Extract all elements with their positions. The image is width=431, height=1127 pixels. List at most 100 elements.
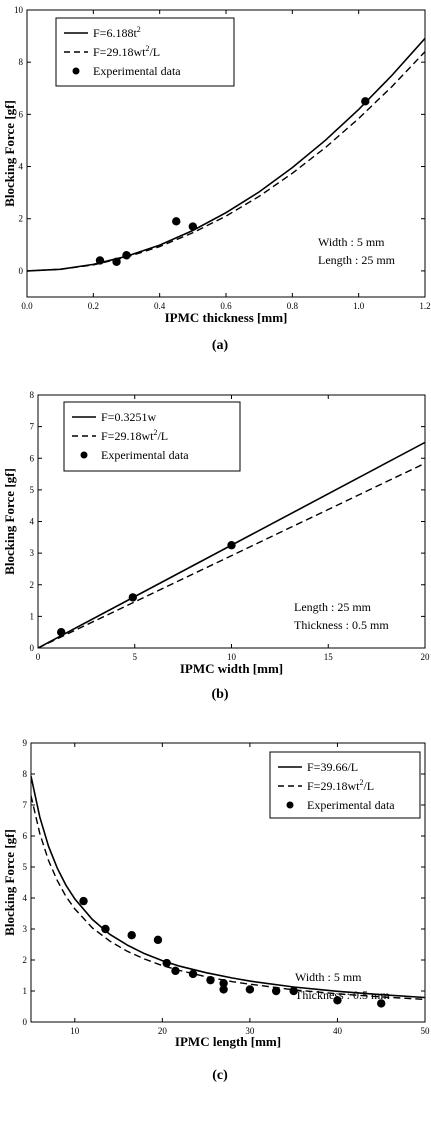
chart-a-y-tick-label: 4	[19, 162, 24, 172]
chart-a-y-tick-label: 2	[19, 214, 24, 224]
chart-b-y-tick-label: 5	[30, 485, 35, 495]
chart-c-data-point	[289, 986, 298, 996]
chart-c-y-tick-label: 6	[23, 831, 28, 841]
chart-c-x-tick-label: 40	[333, 1026, 343, 1036]
chart-c-data-point	[79, 896, 88, 906]
chart-c-x-tick-label: 20	[158, 1026, 168, 1036]
chart-a-data-point	[361, 97, 370, 106]
chart-c-x-tick-label: 50	[421, 1026, 431, 1036]
chart-b-x-tick-label: 5	[133, 652, 138, 662]
chart-a-legend-superscript: 2	[145, 44, 149, 53]
chart-a-x-tick-label: 0.8	[287, 301, 299, 311]
chart-c-data-point	[101, 924, 110, 934]
chart-a-x-tick-label: 0.2	[88, 301, 99, 311]
chart-c-legend-marker	[286, 801, 294, 809]
chart-a-y-tick-label: 8	[19, 57, 24, 67]
chart-c-data-point	[171, 966, 180, 976]
chart-b-data-point	[57, 627, 66, 637]
chart-c-data-point	[219, 979, 228, 988]
chart-c-plot-frame	[30, 742, 426, 1023]
chart-c-legend-suffix: /L	[363, 779, 374, 793]
chart-a-y-tick-label: 6	[19, 109, 24, 119]
chart-c-y-tick-label: 3	[23, 924, 28, 934]
chart-b-panel-label: (b)	[211, 687, 228, 702]
chart-b: 0 5 10 15 20 0 1 2 3 4 5 6 7 8 IPMC width [mm] Blocking…	[2, 390, 430, 702]
chart-a-legend-suffix: /L	[149, 45, 160, 59]
chart-b-y-tick-label: 8	[30, 390, 35, 400]
chart-a: 0.0 0.2 0.4 0.6 0.8 1.0 1.2 0 2 4 6 8 10 IPMC thickne…	[2, 5, 431, 353]
chart-a-data-point	[172, 217, 181, 226]
chart-c-annotation: Thickness : 0.5 mm	[295, 988, 390, 1002]
chart-c-series-dashed-line	[31, 795, 425, 1001]
chart-b-legend-text: Experimental data	[101, 448, 189, 462]
chart-b-x-tick-label: 15	[324, 652, 334, 662]
chart-c-y-tick-label: 0	[23, 1017, 28, 1027]
chart-b-y-axis-label: Blocking Force [gf]	[2, 468, 17, 575]
chart-c-legend-superscript: 2	[359, 778, 363, 787]
chart-c-data-point	[206, 975, 215, 985]
chart-c-x-tick-label: 10	[70, 1026, 80, 1036]
chart-b-y-tick-label: 1	[30, 611, 35, 621]
chart-c-legend-text: Experimental data	[307, 798, 395, 812]
chart-b-legend-marker	[80, 451, 88, 459]
chart-a-legend-label: F=29.18wt2/L	[93, 44, 160, 59]
chart-b-legend-suffix: /L	[157, 429, 168, 443]
chart-a-data-point	[188, 222, 198, 231]
chart-c-y-tick-label: 7	[23, 800, 28, 810]
chart-b-legend-superscript: 2	[153, 428, 157, 437]
chart-c-x-axis-label: IPMC length [mm]	[175, 1034, 281, 1049]
chart-a-panel-label: (a)	[212, 338, 229, 353]
chart-a-x-tick-label: 0.6	[220, 301, 232, 311]
chart-a-legend: F=6.188t2 F=29.18wt2/L Experimental data	[55, 17, 235, 87]
chart-b-y-tick-label: 4	[30, 517, 35, 527]
chart-a-x-tick-label: 0.0	[21, 301, 33, 311]
chart-b-data-point	[227, 541, 236, 550]
chart-b-y-tick-label: 6	[30, 453, 35, 463]
chart-c-data-point	[271, 986, 281, 996]
chart-a-annotation: Length : 25 mm	[318, 253, 396, 267]
chart-c-legend: F=39.66/L F=29.18wt2/L Experimental data	[269, 751, 421, 819]
chart-b-y-tick-label: 7	[30, 422, 35, 432]
chart-a-y-tick-label: 0	[19, 266, 24, 276]
chart-a-legend-text: Experimental data	[93, 64, 181, 78]
chart-c-data-point	[377, 999, 386, 1008]
chart-c-data-point	[153, 935, 163, 945]
chart-a-legend-superscript: 2	[137, 25, 141, 34]
chart-c-y-tick-label: 4	[23, 893, 28, 903]
chart-a-y-tick-label: 10	[14, 5, 24, 15]
chart-c-legend-text: F=29.18wt	[307, 779, 360, 793]
chart-a-data-point	[112, 257, 121, 266]
chart-c-y-tick-label: 5	[23, 862, 28, 872]
chart-b-legend-label: F=0.3251w	[101, 410, 156, 424]
chart-b-x-axis-label: IPMC width [mm]	[180, 661, 283, 676]
chart-a-data-point	[95, 256, 105, 265]
chart-c-y-tick-label: 9	[23, 738, 28, 748]
chart-a-legend-label: F=6.188t2	[93, 25, 141, 40]
chart-b-y-tick-label: 3	[30, 548, 35, 558]
chart-c-y-tick-label: 1	[23, 986, 28, 996]
chart-b-x-tick-label: 20	[421, 652, 431, 662]
chart-b-data-point	[128, 593, 138, 602]
chart-a-x-axis-label: IPMC thickness [mm]	[165, 310, 288, 325]
chart-c-y-tick-label: 8	[23, 769, 28, 779]
chart-c-legend-box	[269, 751, 421, 819]
chart-c-y-axis-label: Blocking Force [gf]	[2, 829, 17, 936]
chart-c-x-tick-label: 30	[245, 1026, 255, 1036]
chart-c-data-point	[245, 985, 255, 994]
chart-c-legend-label: F=39.66/L	[307, 760, 358, 774]
chart-b-x-tick-label: 0	[36, 652, 41, 662]
chart-a-series-dashed-line	[27, 51, 425, 272]
chart-c-data-point	[162, 958, 171, 968]
chart-c-data-point	[219, 985, 228, 994]
chart-c-legend-label: Experimental data	[307, 798, 395, 812]
chart-c-panel-label: (c)	[212, 1068, 228, 1083]
chart-c-data-point	[333, 996, 342, 1005]
chart-b-y-tick-label: 0	[30, 643, 35, 653]
chart-c-legend-text: F=39.66/L	[307, 760, 358, 774]
chart-b-legend: F=0.3251w F=29.18wt2/L Experimental data	[63, 401, 241, 472]
chart-b-series-dashed-line	[38, 462, 425, 648]
chart-a-x-tick-label: 0.4	[154, 301, 166, 311]
chart-a-data-point	[122, 251, 131, 260]
chart-b-annotation: Thickness : 0.5 mm	[294, 618, 389, 632]
